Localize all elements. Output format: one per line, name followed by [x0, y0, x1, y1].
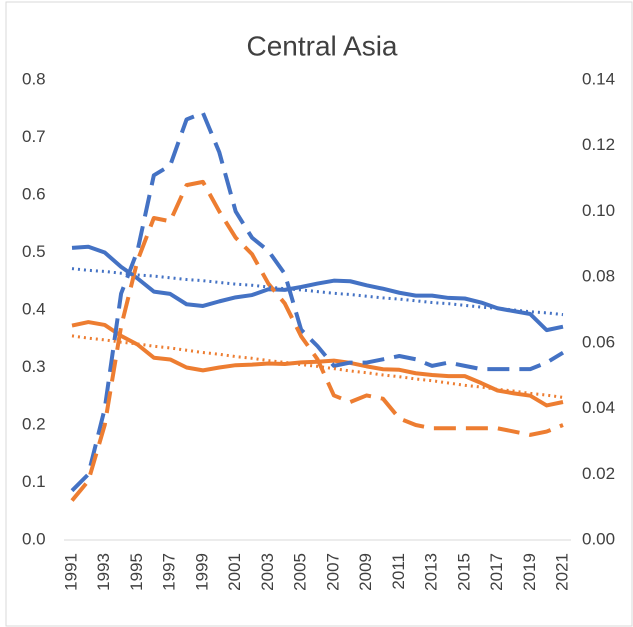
y-tick-label: 0.7 [22, 127, 46, 146]
x-tick-label: 2001 [225, 553, 244, 591]
x-tick-label: 1995 [127, 553, 146, 591]
x-tick-label: 2003 [258, 553, 277, 591]
y-tick-label: 0.3 [22, 357, 46, 376]
x-tick-label: 2017 [487, 553, 506, 591]
x-tick-label: 2011 [389, 553, 408, 590]
y-tick-label: 0.2 [22, 414, 46, 433]
y2-tick-label: 0.04 [582, 398, 615, 417]
x-tick-label: 2015 [454, 553, 473, 591]
y2-tick-label: 0.00 [582, 529, 615, 548]
y-tick-label: 0.5 [22, 242, 46, 261]
x-tick-label: 2009 [356, 553, 375, 591]
x-tick-label: 1993 [94, 553, 113, 591]
x-tick-label: 1997 [160, 553, 179, 591]
x-tick-label: 2007 [323, 553, 342, 591]
x-tick-label: 1991 [61, 553, 80, 591]
y2-tick-label: 0.02 [582, 464, 615, 483]
series-line [70, 179, 564, 502]
y2-tick-label: 0.10 [582, 201, 615, 220]
y-tick-label: 0.1 [22, 472, 46, 491]
x-tick-label: 2005 [291, 553, 310, 591]
x-tick-label: 2013 [422, 553, 441, 591]
series-line [71, 267, 564, 317]
y-tick-label: 0.4 [22, 299, 46, 318]
y-tick-label: 0.0 [22, 529, 46, 548]
x-tick-label: 1999 [192, 553, 211, 591]
y2-tick-label: 0.08 [582, 267, 615, 286]
y2-tick-label: 0.06 [582, 332, 615, 351]
x-tick-label: 2019 [520, 553, 539, 591]
series-line [70, 110, 565, 493]
series-line [71, 334, 564, 399]
chart-title: Central Asia [247, 30, 398, 61]
y-tick-label: 0.8 [22, 69, 46, 88]
x-tick-label: 2021 [552, 553, 571, 591]
chart-border [5, 1, 633, 627]
y-tick-label: 0.6 [22, 184, 46, 203]
y2-tick-label: 0.14 [582, 69, 615, 88]
series-line [71, 244, 564, 333]
y2-tick-label: 0.12 [582, 135, 615, 154]
